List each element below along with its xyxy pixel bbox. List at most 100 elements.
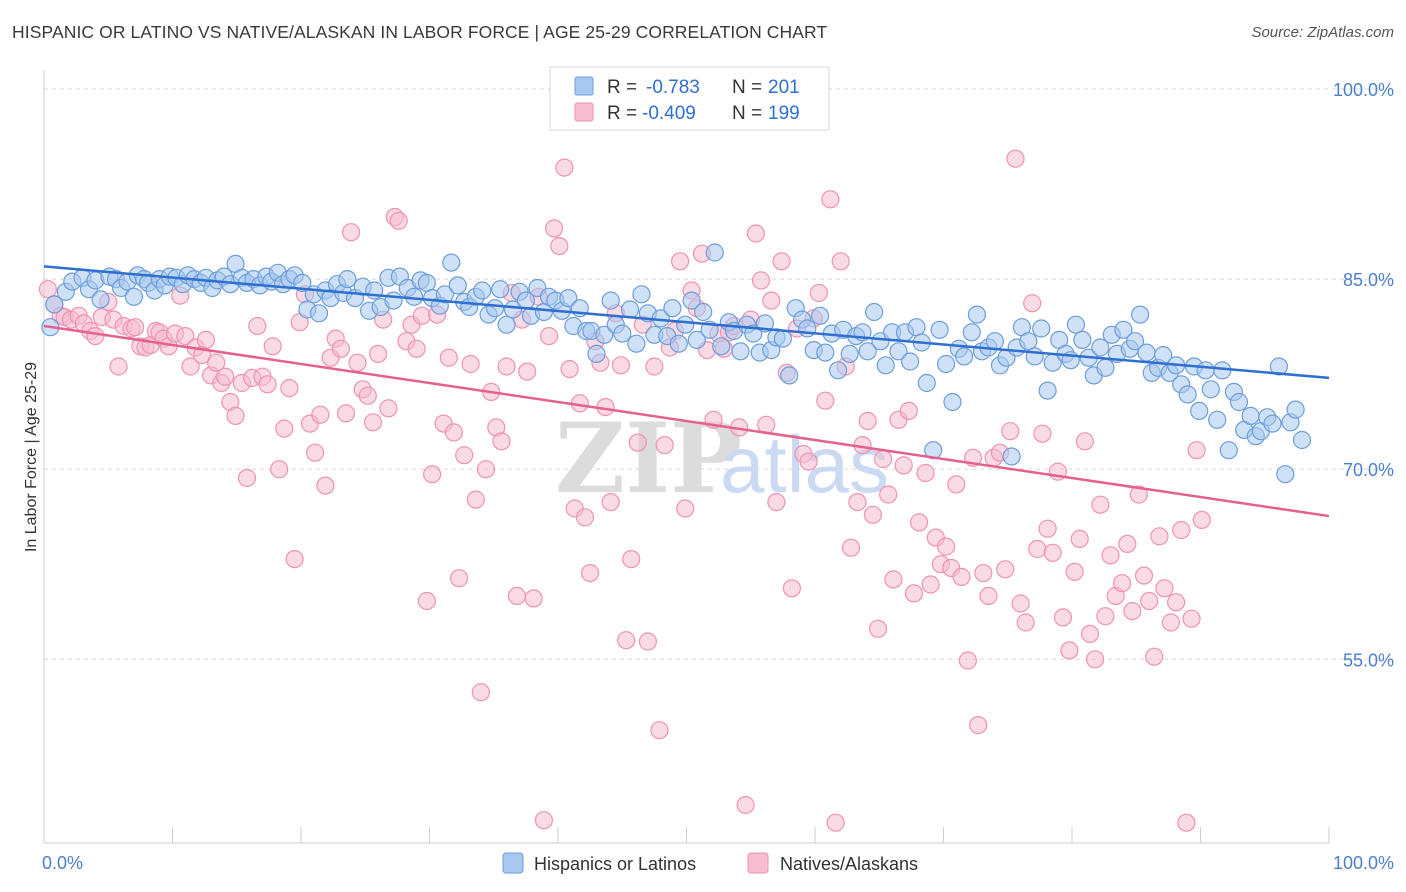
- hispanics-point-7: [91, 290, 110, 309]
- natives-point-97: [555, 158, 574, 177]
- natives-point-109: [616, 631, 636, 650]
- hispanics-point-141: [907, 318, 926, 337]
- natives-point-82: [476, 460, 496, 479]
- natives-point-64: [379, 399, 398, 418]
- natives-point-111: [628, 433, 647, 452]
- hispanics-point-160: [1019, 332, 1038, 351]
- natives-point-55: [331, 339, 350, 358]
- natives-point-94: [539, 327, 559, 346]
- natives-point-176: [974, 563, 993, 583]
- natives-point-203: [1118, 534, 1137, 554]
- natives-point-166: [921, 575, 940, 594]
- hispanics-point-178: [1125, 332, 1145, 351]
- natives-point-187: [1033, 424, 1052, 443]
- natives-point-185: [1023, 294, 1042, 313]
- hispanics-trend-line: [43, 265, 1330, 380]
- natives-point-120: [676, 499, 695, 518]
- natives-point-186: [1028, 539, 1047, 559]
- hispanics-point-91: [601, 291, 620, 310]
- x-tick-label-1: 100.0%: [1333, 853, 1394, 873]
- natives-point-26: [181, 357, 200, 376]
- natives-point-113: [638, 632, 658, 651]
- natives-point-33: [216, 367, 235, 386]
- natives-point-198: [1091, 495, 1110, 514]
- hispanics-point-187: [1178, 385, 1197, 404]
- natives-point-46: [285, 549, 304, 569]
- natives-point-41: [258, 375, 277, 394]
- natives-point-175: [969, 715, 988, 735]
- natives-point-56: [336, 404, 356, 423]
- hispanics-point-192: [1208, 410, 1227, 429]
- natives-point-90: [518, 362, 537, 381]
- natives-point-147: [821, 190, 840, 209]
- legend-top-n-value-blue: 201: [768, 77, 800, 98]
- hispanics-point-105: [687, 330, 706, 349]
- hispanics-point-84: [559, 289, 578, 308]
- hispanics-point-163: [1038, 381, 1057, 400]
- natives-point-115: [650, 721, 669, 740]
- natives-point-210: [1155, 579, 1174, 598]
- natives-point-98: [560, 360, 579, 379]
- natives-point-157: [873, 449, 893, 469]
- natives-point-173: [958, 651, 978, 670]
- hispanics-point-173: [1096, 358, 1115, 377]
- natives-point-134: [751, 271, 771, 290]
- natives-point-71: [417, 591, 436, 611]
- natives-point-25: [176, 327, 195, 346]
- natives-point-81: [471, 683, 490, 702]
- natives-point-114: [645, 357, 664, 376]
- natives-point-15: [126, 318, 145, 337]
- natives-point-8: [86, 327, 105, 346]
- natives-point-35: [226, 406, 245, 425]
- natives-point-79: [461, 354, 480, 374]
- hispanics-point-72: [485, 299, 505, 318]
- hispanics-point-108: [705, 243, 724, 262]
- natives-point-85: [492, 432, 511, 451]
- hispanics-point-190: [1196, 361, 1215, 380]
- natives-point-195: [1075, 432, 1095, 451]
- legend-top-swatch-blue: [574, 76, 594, 96]
- legend-bottom-swatch-pink: [747, 852, 769, 874]
- hispanics-point-101: [663, 299, 682, 318]
- natives-point-50: [306, 443, 325, 462]
- natives-point-161: [894, 456, 913, 475]
- natives-point-212: [1166, 593, 1186, 612]
- natives-point-96: [550, 237, 569, 256]
- natives-point-58: [348, 353, 367, 372]
- natives-point-102: [580, 563, 600, 583]
- natives-point-180: [996, 560, 1015, 579]
- natives-point-88: [507, 586, 527, 606]
- natives-point-72: [423, 465, 442, 484]
- natives-point-62: [369, 344, 388, 363]
- natives-point-42: [263, 337, 282, 356]
- natives-point-197: [1085, 650, 1105, 669]
- natives-point-140: [782, 579, 802, 598]
- hispanics-point-151: [967, 305, 987, 324]
- legend-bottom-label-blue: Hispanics or Latinos: [534, 854, 696, 874]
- natives-point-51: [311, 405, 330, 424]
- hispanics-point-104: [682, 291, 701, 310]
- hispanics-point-162: [1032, 319, 1051, 338]
- hispanics-point-120: [780, 366, 799, 385]
- natives-point-39: [248, 316, 267, 336]
- legend-bottom: Hispanics or Latinos Natives/Alaskans: [502, 852, 918, 874]
- natives-point-133: [746, 224, 766, 243]
- natives-point-75: [439, 348, 458, 367]
- x-tick-label-0: 0.0%: [42, 853, 83, 873]
- natives-point-37: [237, 468, 257, 488]
- hispanics-point-128: [828, 361, 848, 380]
- natives-point-108: [611, 356, 631, 375]
- natives-point-137: [767, 493, 786, 512]
- natives-point-216: [1187, 441, 1206, 460]
- natives-point-162: [899, 401, 918, 420]
- hispanics-point-49: [338, 270, 357, 289]
- natives-point-86: [497, 357, 516, 376]
- natives-point-172: [952, 567, 971, 587]
- y-tick-label-3: 100.0%: [1333, 80, 1394, 100]
- hispanics-point-176: [1114, 320, 1133, 339]
- natives-point-181: [1001, 422, 1020, 441]
- hispanics-point-157: [1002, 447, 1021, 466]
- hispanics-point-106: [694, 302, 713, 322]
- natives-point-61: [363, 413, 383, 432]
- natives-point-136: [762, 291, 781, 310]
